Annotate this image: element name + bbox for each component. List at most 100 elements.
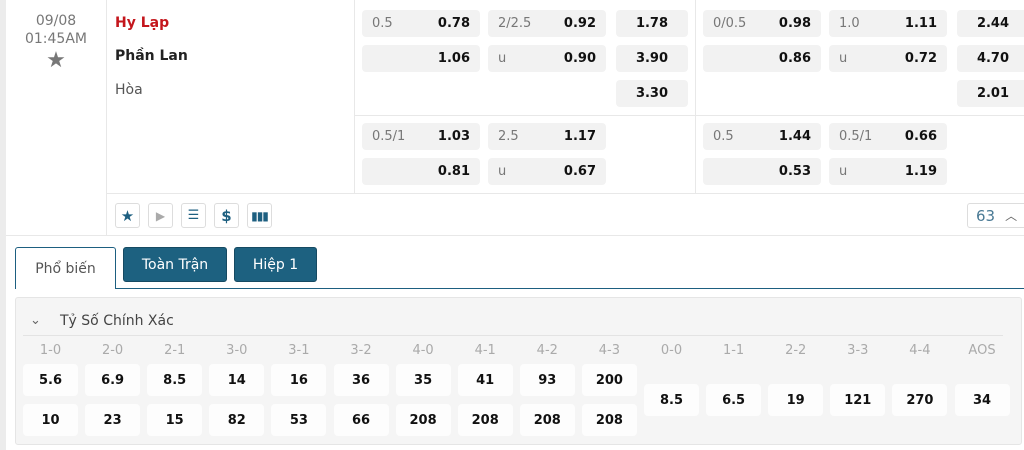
odds-value: 3.90 bbox=[635, 51, 669, 66]
odds-button[interactable]: $ bbox=[214, 203, 239, 228]
score-label: 3-3 bbox=[847, 343, 869, 358]
away-team[interactable]: Phần Lan bbox=[115, 48, 188, 64]
more-count: 63 bbox=[976, 206, 996, 225]
section-title[interactable]: Tỷ Số Chính Xác bbox=[60, 313, 174, 329]
match-date: 09/08 bbox=[35, 13, 77, 29]
odds-cell[interactable]: u 0.67 bbox=[488, 158, 606, 185]
score-odds-reverse[interactable]: 53 bbox=[271, 404, 327, 436]
collapse-chevron-icon[interactable]: ⌄ bbox=[30, 313, 41, 328]
odds-value: 1.06 bbox=[437, 51, 470, 66]
odds-line: 2.5 bbox=[498, 129, 519, 144]
score-odds[interactable]: 14 bbox=[209, 364, 265, 396]
score-label: 3-2 bbox=[350, 343, 372, 358]
live-stream-button[interactable]: ▶ bbox=[148, 203, 173, 228]
score-label: 0-0 bbox=[660, 343, 683, 358]
odds-cell[interactable]: 0.5/1 0.66 bbox=[829, 123, 947, 150]
score-label: 4-2 bbox=[536, 343, 558, 358]
tab-popular[interactable]: Phổ biến bbox=[15, 247, 116, 289]
score-odds-reverse[interactable]: 15 bbox=[147, 404, 203, 436]
odds-value: 1.19 bbox=[904, 164, 937, 179]
odds-value: 0.53 bbox=[778, 164, 811, 179]
tab-underline bbox=[15, 288, 1024, 289]
score-odds-reverse[interactable]: 208 bbox=[581, 404, 637, 436]
score-label: 4-1 bbox=[474, 343, 496, 358]
favorite-star-icon[interactable]: ★ bbox=[46, 48, 66, 73]
score-odds[interactable]: 5.6 bbox=[23, 364, 78, 396]
odds-cell[interactable]: 0.5/1 1.03 bbox=[362, 123, 480, 150]
score-odds[interactable]: 8.5 bbox=[147, 364, 203, 396]
odds-value: 1.78 bbox=[635, 16, 669, 31]
dollar-icon: $ bbox=[221, 206, 232, 225]
odds-line: u bbox=[498, 51, 507, 66]
odds-cell[interactable]: u 0.90 bbox=[488, 45, 606, 72]
score-odds[interactable]: 36 bbox=[333, 364, 389, 396]
score-label: 1-0 bbox=[39, 343, 62, 358]
odds-cell[interactable]: 2.5 1.17 bbox=[488, 123, 606, 150]
score-odds[interactable]: 41 bbox=[457, 364, 513, 396]
score-label: 2-0 bbox=[101, 343, 124, 358]
page-background bbox=[0, 0, 6, 450]
score-odds-draw[interactable]: 6.5 bbox=[706, 384, 762, 416]
odds-value: 0.81 bbox=[437, 164, 470, 179]
odds-cell[interactable]: 1.78 bbox=[616, 10, 688, 37]
odds-cell[interactable]: 0.53 bbox=[703, 158, 821, 185]
odds-cell[interactable]: u 1.19 bbox=[829, 158, 947, 185]
favorite-button[interactable]: ★ bbox=[115, 203, 140, 228]
score-odds-reverse[interactable]: 82 bbox=[209, 404, 265, 436]
home-team[interactable]: Hy Lạp bbox=[115, 15, 170, 31]
odds-line: 2/2.5 bbox=[498, 16, 532, 31]
odds-cell[interactable]: 0/0.5 0.98 bbox=[703, 10, 821, 37]
odds-cell[interactable]: 2.01 bbox=[957, 80, 1024, 107]
score-odds[interactable]: 200 bbox=[581, 364, 637, 396]
odds-cell[interactable]: 0.5 1.44 bbox=[703, 123, 821, 150]
score-odds-draw[interactable]: 19 bbox=[768, 384, 824, 416]
stats-button[interactable]: ▮▮▮ bbox=[247, 203, 272, 228]
odds-cell[interactable]: 0.81 bbox=[362, 158, 480, 185]
score-odds-reverse[interactable]: 23 bbox=[85, 404, 141, 436]
odds-cell[interactable]: 4.70 bbox=[957, 45, 1024, 72]
draw-label: Hòa bbox=[115, 82, 143, 98]
bet-slip-button[interactable]: ☰ bbox=[181, 203, 206, 228]
score-odds[interactable]: 93 bbox=[519, 364, 575, 396]
score-odds-reverse[interactable]: 208 bbox=[457, 404, 513, 436]
ticket-icon: ☰ bbox=[187, 208, 200, 223]
more-markets-button[interactable]: 63 ︿ bbox=[967, 203, 1024, 228]
odds-value: 1.17 bbox=[563, 129, 596, 144]
tab-first-half[interactable]: Hiệp 1 bbox=[234, 247, 317, 282]
score-label: 3-1 bbox=[288, 343, 310, 358]
score-label: 1-1 bbox=[722, 343, 745, 358]
divider bbox=[355, 115, 1024, 116]
odds-value: 2.01 bbox=[976, 86, 1010, 101]
score-odds[interactable]: 6.9 bbox=[85, 364, 141, 396]
score-label: 4-3 bbox=[598, 343, 620, 358]
score-odds-draw[interactable]: 8.5 bbox=[644, 384, 699, 416]
odds-cell[interactable]: 1.06 bbox=[362, 45, 480, 72]
odds-line: 0.5 bbox=[372, 16, 393, 31]
score-odds-draw[interactable]: 34 bbox=[954, 384, 1010, 416]
divider bbox=[23, 335, 1003, 336]
odds-value: 1.03 bbox=[437, 129, 470, 144]
score-odds-reverse[interactable]: 10 bbox=[23, 404, 78, 436]
score-odds[interactable]: 16 bbox=[271, 364, 327, 396]
odds-cell[interactable]: 1.0 1.11 bbox=[829, 10, 947, 37]
score-odds-reverse[interactable]: 66 bbox=[333, 404, 389, 436]
odds-cell[interactable]: 3.90 bbox=[616, 45, 688, 72]
odds-cell[interactable]: u 0.72 bbox=[829, 45, 947, 72]
tab-full-match[interactable]: Toàn Trận bbox=[123, 247, 227, 282]
score-odds-draw[interactable]: 270 bbox=[892, 384, 948, 416]
score-odds-reverse[interactable]: 208 bbox=[395, 404, 451, 436]
score-label: 3-0 bbox=[226, 343, 248, 358]
score-label: 4-4 bbox=[909, 343, 931, 358]
odds-cell[interactable]: 0.86 bbox=[703, 45, 821, 72]
score-odds[interactable]: 35 bbox=[395, 364, 451, 396]
odds-cell[interactable]: 0.5 0.78 bbox=[362, 10, 480, 37]
odds-cell[interactable]: 2/2.5 0.92 bbox=[488, 10, 606, 37]
divider bbox=[354, 0, 355, 193]
score-odds-draw[interactable]: 121 bbox=[830, 384, 886, 416]
chevron-up-icon: ︿ bbox=[1005, 209, 1018, 223]
odds-line: u bbox=[839, 51, 848, 66]
odds-cell[interactable]: 3.30 bbox=[616, 80, 688, 107]
score-odds-reverse[interactable]: 208 bbox=[519, 404, 575, 436]
divider bbox=[6, 235, 1024, 236]
odds-cell[interactable]: 2.44 bbox=[957, 10, 1024, 37]
